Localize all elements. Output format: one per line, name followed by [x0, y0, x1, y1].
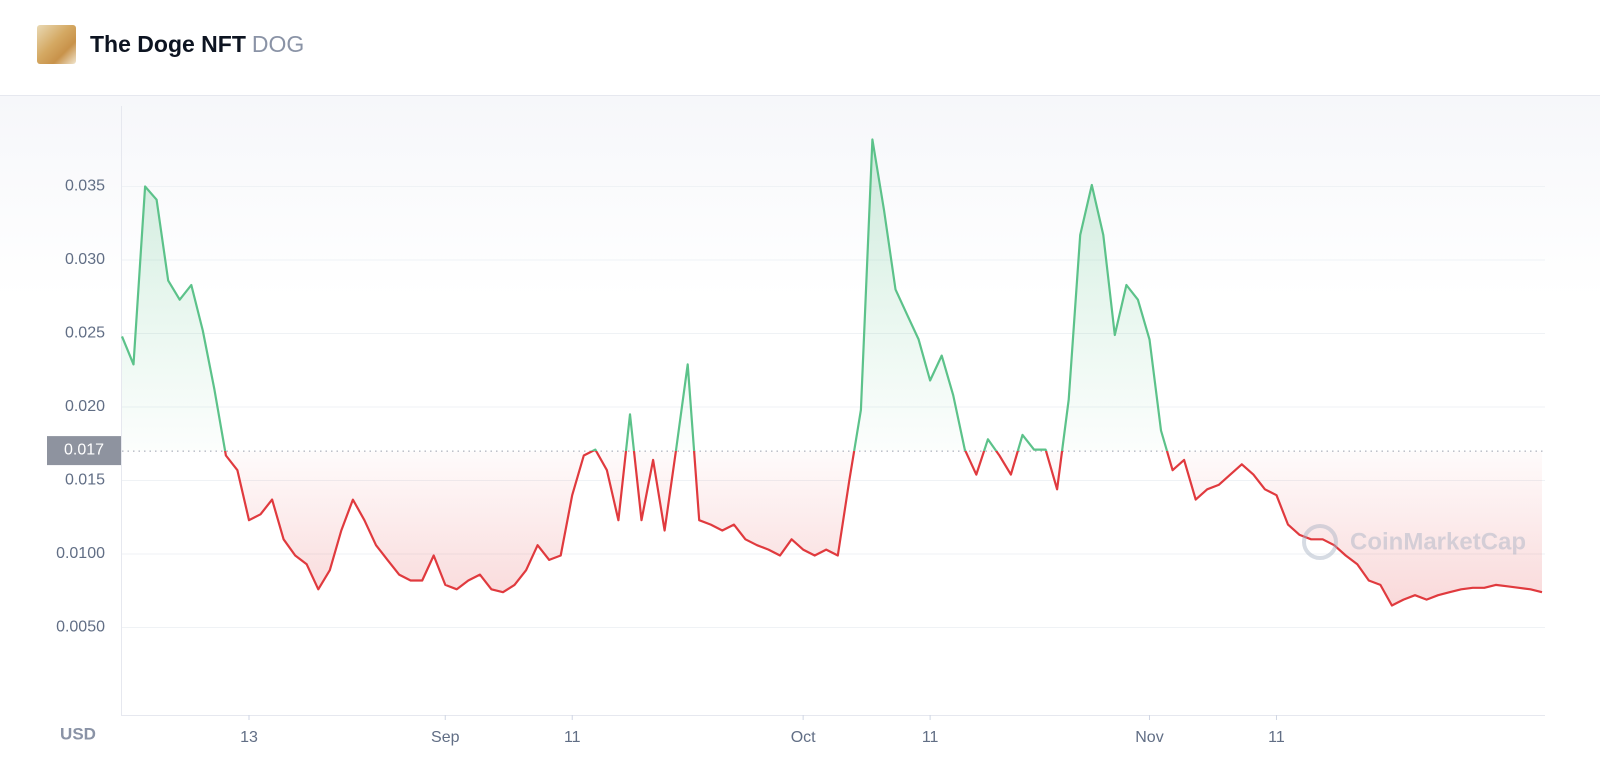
y-tick-label: 0.015: [65, 472, 105, 489]
watermark-text: CoinMarketCap: [1350, 528, 1526, 555]
watermark: CoinMarketCap: [1302, 524, 1526, 560]
baseline-label: 0.017: [64, 441, 104, 458]
chart-background: [0, 96, 1600, 768]
x-tick-label: 13: [240, 729, 258, 746]
baseline-label-box: [47, 436, 121, 466]
watermark-icon: [1302, 524, 1338, 560]
price-line: [120, 138, 1543, 607]
token-symbol: DOG: [251, 31, 305, 57]
y-axis-label: USD: [60, 724, 96, 743]
chart: USD 0.0050 0.0100 0.015 0.020 0.025 0.030 0.03…: [0, 96, 1600, 768]
y-tick-label: 0.025: [65, 325, 105, 342]
header: The Doge NFT DOG: [0, 0, 1600, 96]
y-tick-label: 0.0100: [56, 545, 105, 562]
y-tick-label: 0.035: [65, 178, 105, 195]
y-tick-label: 0.0050: [56, 619, 105, 636]
x-tick-label: Sep: [431, 729, 460, 746]
x-tick-label: Nov: [1135, 729, 1163, 746]
x-tick-label: 11: [1268, 729, 1285, 746]
token-title: The Doge NFT DOG: [90, 31, 304, 58]
area-fill: [122, 139, 1542, 606]
x-tick-label: 11: [564, 729, 581, 746]
token-logo: [37, 25, 76, 64]
x-tick-label: Oct: [791, 729, 816, 746]
x-tick-label: 11: [922, 729, 939, 746]
y-tick-label: 0.030: [65, 251, 105, 268]
y-tick-label: 0.020: [65, 398, 105, 415]
token-name: The Doge NFT: [90, 31, 246, 57]
